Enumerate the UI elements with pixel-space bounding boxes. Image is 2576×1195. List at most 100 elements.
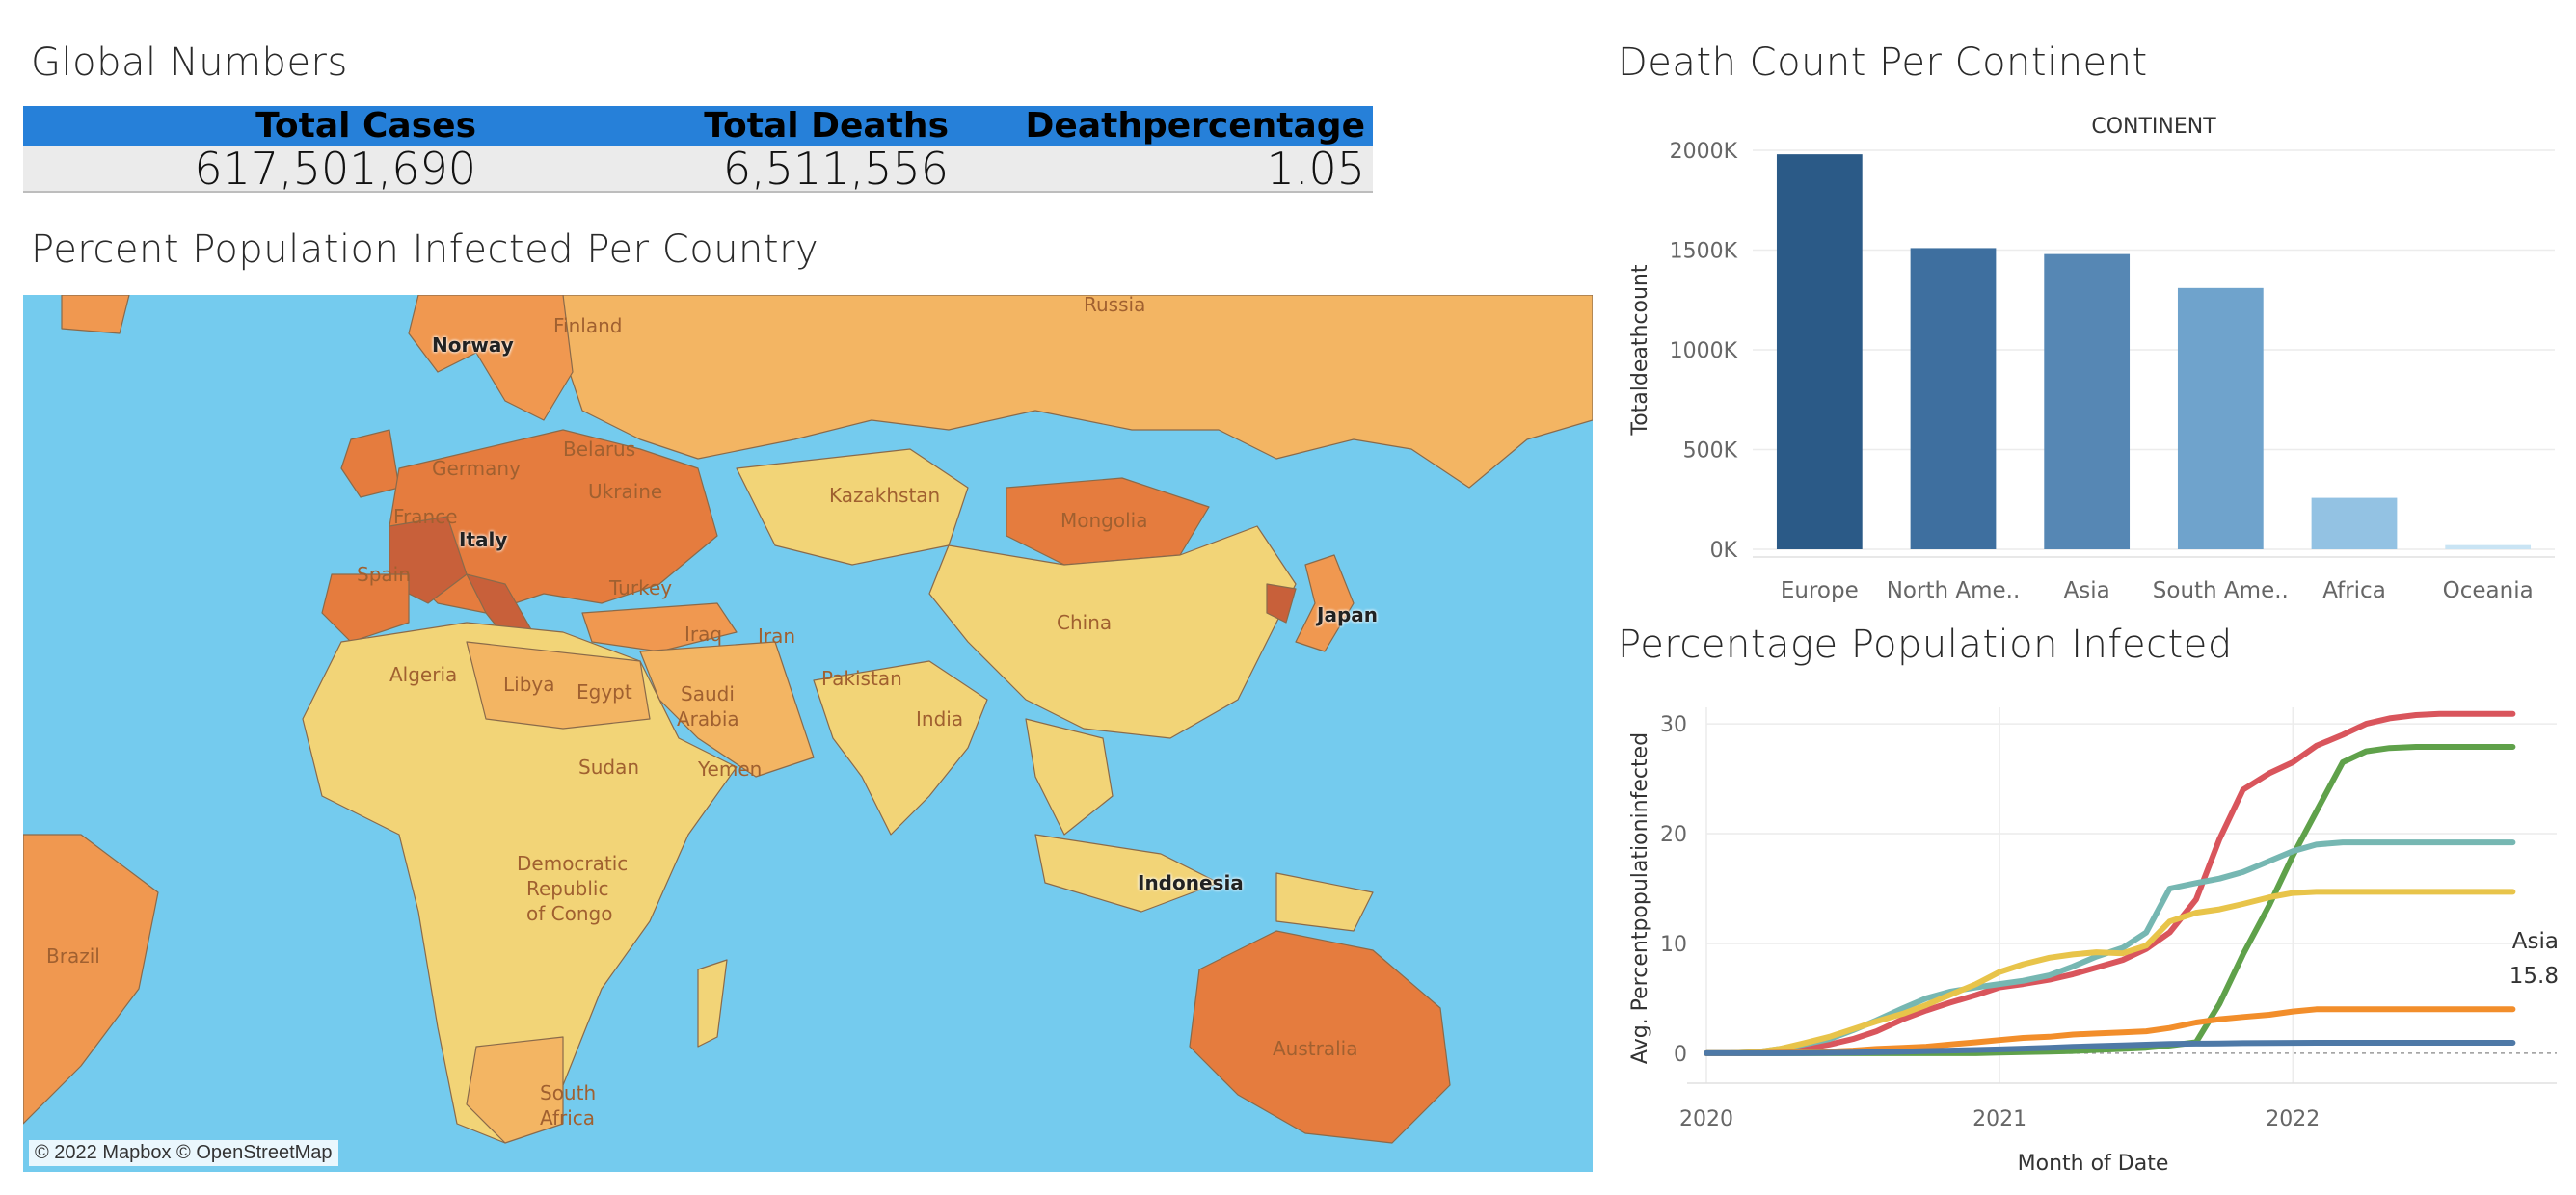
region-se-asia xyxy=(1025,718,1114,836)
region-south-africa xyxy=(466,1036,564,1144)
region-scandinavia xyxy=(408,295,574,421)
region-australia xyxy=(1189,930,1451,1144)
death-count-bar-chart[interactable]: CONTINENT Totaldeathcount 0K 500K 1000K 1500K… xyxy=(1610,106,2564,607)
map-label-indonesia: Indonesia xyxy=(1138,871,1244,894)
global-numbers-value-row: 617,501,690 6,511,556 1.05 xyxy=(23,146,1373,193)
map-title: Percent Population Infected Per Country xyxy=(31,227,819,272)
continent-header: CONTINENT xyxy=(2091,115,2216,139)
map-label-drc-line1: Democratic xyxy=(517,852,629,875)
value-total-deaths: 6,511,556 xyxy=(722,143,949,195)
map-label-saudi: Saudi xyxy=(681,682,735,705)
bar-y-tick-label: 1500K xyxy=(1670,240,1738,264)
region-china xyxy=(928,525,1297,739)
map-label-egypt: Egypt xyxy=(577,680,632,704)
bar-category-label: South Ame.. xyxy=(2153,578,2289,603)
region-iceland xyxy=(61,295,130,334)
region-indonesia xyxy=(1034,834,1220,913)
bar-oceania xyxy=(2445,544,2532,549)
region-south-asia xyxy=(813,660,988,836)
bar-y-tick-label: 0K xyxy=(1710,539,1738,563)
death-count-title: Death Count Per Continent xyxy=(1618,40,2148,85)
line-annotation-value: 15.8 xyxy=(2509,964,2559,989)
map-label-pakistan: Pakistan xyxy=(821,667,902,690)
region-japan xyxy=(1295,554,1355,652)
region-kazakhstan xyxy=(736,448,969,566)
map-label-south-africa-line1: South xyxy=(540,1081,597,1104)
map-label-algeria: Algeria xyxy=(389,663,458,686)
region-middle-east xyxy=(639,641,815,778)
line-x-tick-label: 2020 xyxy=(1679,1107,1733,1131)
line-y-axis-label: Avg. Percentpopulationinfected xyxy=(1628,732,1652,1064)
infected-line-title: Percentage Population Infected xyxy=(1618,623,2233,667)
bar-asia xyxy=(2044,253,2131,549)
map-label-japan: Japan xyxy=(1317,603,1378,626)
map-label-finland: Finland xyxy=(553,314,623,337)
bar-y-axis-label: Totaldeathcount xyxy=(1628,264,1652,436)
region-russia xyxy=(562,295,1593,489)
map-label-kazakhstan: Kazakhstan xyxy=(829,484,941,507)
line-series-2 xyxy=(1704,839,2516,1056)
map-label-iraq: Iraq xyxy=(684,623,723,646)
bar-north-ame xyxy=(1910,248,1997,549)
line-y-tick-label: 10 xyxy=(1660,933,1687,957)
line-x-tick-label: 2021 xyxy=(1972,1107,2026,1131)
line-x-axis-label: Month of Date xyxy=(2018,1152,2169,1176)
map-label-china: China xyxy=(1057,611,1113,634)
map-label-south-africa-line2: Africa xyxy=(540,1106,596,1129)
map-label-spain: Spain xyxy=(357,563,411,586)
map-label-libya: Libya xyxy=(503,673,555,696)
map-label-arabia: Arabia xyxy=(677,707,739,730)
bar-y-tick-label: 500K xyxy=(1683,439,1738,464)
map-canvas[interactable] xyxy=(23,295,1593,1172)
region-south-america xyxy=(23,834,159,1125)
bar-category-label: Oceania xyxy=(2443,578,2534,603)
bar-y-tick-label: 2000K xyxy=(1670,140,1738,164)
region-new-guinea xyxy=(1275,872,1374,932)
line-series-0 xyxy=(1704,710,2516,1056)
map-label-mongolia: Mongolia xyxy=(1060,509,1148,532)
header-total-cases: Total Cases xyxy=(255,106,476,146)
region-madagascar xyxy=(697,959,728,1048)
line-series-3 xyxy=(1704,889,2516,1056)
value-total-cases: 617,501,690 xyxy=(194,143,476,195)
line-annotation-label: Asia xyxy=(2512,929,2559,954)
bar-category-label: Africa xyxy=(2322,578,2386,603)
map-label-belarus: Belarus xyxy=(563,438,636,461)
global-numbers-header-row: Total Cases Total Deaths Deathpercentage xyxy=(23,106,1373,146)
map-label-turkey: Turkey xyxy=(609,576,673,599)
map-label-sudan: Sudan xyxy=(578,756,639,779)
bar-category-label: Asia xyxy=(2064,578,2110,603)
map-attribution[interactable]: © 2022 Mapbox © OpenStreetMap xyxy=(29,1140,338,1166)
map-label-drc-line3: of Congo xyxy=(526,902,613,925)
line-y-tick-label: 0 xyxy=(1674,1043,1687,1067)
line-series-5 xyxy=(1704,1040,2516,1056)
map-label-germany: Germany xyxy=(432,457,521,480)
region-africa xyxy=(302,622,738,1144)
bar-europe xyxy=(1776,154,1863,549)
region-iberia xyxy=(321,573,410,643)
region-turkey xyxy=(581,602,738,652)
header-death-percentage: Deathpercentage xyxy=(1025,106,1365,146)
infected-line-chart[interactable]: Avg. Percentpopulationinfected 0 10 20 30 202… xyxy=(1610,688,2564,1176)
line-y-tick-label: 30 xyxy=(1660,713,1687,737)
map-label-drc-line2: Republic xyxy=(526,877,609,900)
map-label-india: India xyxy=(916,707,964,730)
bar-south-ame xyxy=(2177,287,2264,549)
line-y-tick-label: 20 xyxy=(1660,823,1687,847)
region-korea xyxy=(1266,583,1297,624)
map-label-france: France xyxy=(393,505,458,528)
header-total-deaths: Total Deaths xyxy=(704,106,949,146)
map-label-brazil: Brazil xyxy=(46,944,100,968)
map-label-yemen: Yemen xyxy=(698,757,763,781)
map-label-russia: Russia xyxy=(1084,295,1146,316)
value-death-percentage: 1.05 xyxy=(1266,143,1365,195)
bar-category-label: Europe xyxy=(1781,578,1859,603)
line-x-tick-label: 2022 xyxy=(2266,1107,2320,1131)
region-libya-egypt xyxy=(466,641,651,730)
global-numbers-table: Total Cases Total Deaths Deathpercentage… xyxy=(23,106,1373,193)
bar-category-label: North Ame.. xyxy=(1887,578,2021,603)
bar-africa xyxy=(2311,497,2398,549)
map-label-ukraine: Ukraine xyxy=(588,480,663,503)
infection-map[interactable]: Russia Norway Finland Belarus Germany Uk… xyxy=(23,295,1593,1172)
region-uk xyxy=(340,429,400,498)
